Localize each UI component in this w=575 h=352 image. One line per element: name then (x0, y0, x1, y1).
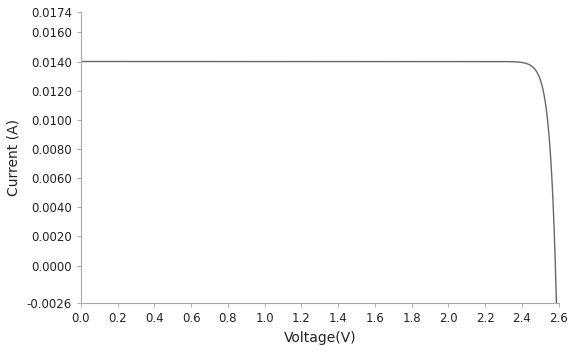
X-axis label: Voltage(V): Voltage(V) (283, 331, 356, 345)
Y-axis label: Current (A): Current (A) (7, 119, 21, 196)
